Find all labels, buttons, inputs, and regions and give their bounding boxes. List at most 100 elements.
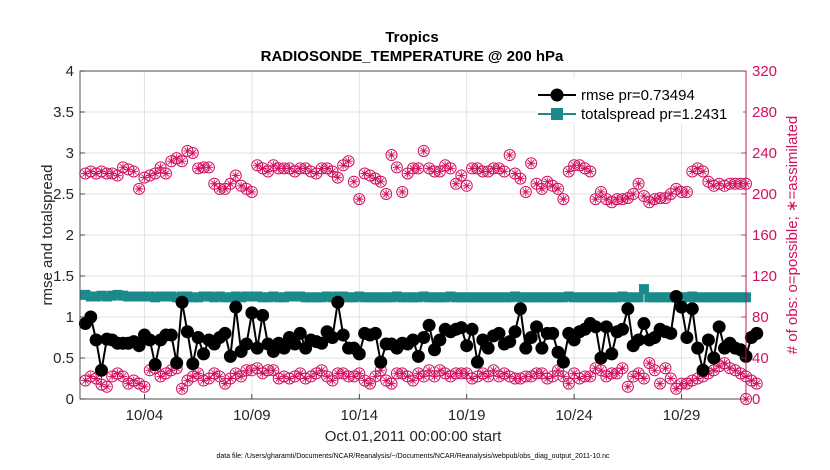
- rmse-point: [331, 295, 345, 309]
- rmse-point: [519, 341, 533, 355]
- obs-marker-asterisk: [269, 161, 278, 170]
- rmse-point: [411, 349, 425, 363]
- obs-marker-circle: [347, 175, 360, 188]
- y-tick-label-right: 280: [752, 104, 777, 121]
- totalspread-point: [692, 292, 703, 303]
- obs-marker-asterisk: [634, 369, 643, 378]
- rmse-point: [352, 347, 366, 361]
- totalspread-point: [558, 292, 569, 303]
- chart-title: Tropics: [385, 29, 438, 46]
- rmse-point: [427, 343, 441, 357]
- obs-marker-asterisk: [365, 171, 375, 180]
- totalspread-point: [246, 291, 257, 302]
- obs-marker-asterisk: [177, 157, 187, 166]
- obs-marker-asterisk: [193, 369, 203, 378]
- legend-rmse-label: rmse pr=0.73494: [581, 87, 695, 104]
- obs-marker-asterisk: [398, 369, 407, 378]
- totalspread-point: [289, 291, 300, 302]
- obs-marker-asterisk: [376, 177, 385, 186]
- obs-marker-asterisk: [559, 372, 568, 381]
- obs-marker-asterisk: [360, 376, 369, 385]
- obs-marker-asterisk: [312, 169, 321, 178]
- obs-marker-asterisk: [338, 161, 348, 170]
- totalspread-point: [698, 292, 709, 303]
- rmse-point: [417, 331, 431, 344]
- legend-spread-marker: [551, 108, 563, 120]
- y-tick-label: 4: [66, 63, 74, 80]
- totalspread-point: [445, 291, 456, 302]
- obs-marker-asterisk: [671, 184, 681, 194]
- totalspread-point: [370, 292, 381, 303]
- obs-marker-asterisk: [419, 372, 428, 381]
- obs-marker-circle: [444, 162, 457, 175]
- obs-marker-asterisk: [242, 184, 251, 194]
- obs-marker-asterisk: [220, 184, 230, 194]
- obs-marker-asterisk: [526, 159, 536, 168]
- rmse-point: [164, 328, 178, 342]
- obs-marker-asterisk: [671, 384, 681, 393]
- obs-marker-circle: [616, 362, 629, 375]
- obs-marker-circle: [111, 169, 124, 182]
- footer-data-file: data file: /Users/gharamti/Documents/NCA…: [216, 453, 610, 460]
- totalspread-point: [520, 292, 531, 303]
- obs-marker-circle: [342, 155, 355, 168]
- obs-marker-circle: [637, 372, 650, 385]
- obs-marker-asterisk: [263, 167, 273, 176]
- totalspread-point: [547, 292, 558, 303]
- totalspread-point: [638, 284, 649, 295]
- obs-marker-asterisk: [629, 372, 638, 381]
- obs-marker-asterisk: [516, 174, 525, 183]
- obs-marker-asterisk: [290, 372, 300, 381]
- totalspread-point: [166, 291, 177, 302]
- obs-marker-circle: [380, 188, 393, 200]
- obs-marker-asterisk: [704, 177, 713, 186]
- obs-marker-circle: [159, 167, 172, 180]
- obs-marker-circle: [525, 157, 538, 170]
- obs-marker-asterisk: [698, 167, 708, 176]
- obs-marker-asterisk: [220, 379, 230, 388]
- obs-marker-asterisk: [253, 364, 262, 373]
- y-tick-label: 0.5: [53, 350, 74, 367]
- obs-marker-asterisk: [167, 157, 176, 166]
- obs-marker-asterisk: [113, 369, 122, 378]
- rmse-point: [288, 337, 302, 351]
- obs-marker-asterisk: [349, 372, 359, 381]
- obs-marker-circle: [697, 165, 710, 178]
- obs-marker-asterisk: [494, 372, 504, 381]
- rmse-point: [513, 302, 527, 316]
- obs-marker-asterisk: [661, 364, 670, 373]
- obs-marker-asterisk: [435, 366, 445, 375]
- totalspread-point: [408, 292, 418, 303]
- obs-marker-asterisk: [602, 372, 611, 381]
- obs-marker-asterisk: [371, 372, 380, 381]
- legend-box: [535, 78, 743, 124]
- obs-marker-asterisk: [478, 369, 488, 378]
- obs-marker-asterisk: [580, 164, 590, 173]
- totalspread-point: [391, 291, 402, 302]
- obs-marker-asterisk: [532, 179, 541, 188]
- totalspread-point: [209, 292, 220, 303]
- totalspread-point: [236, 292, 247, 303]
- obs-marker-asterisk: [569, 369, 579, 378]
- obs-marker-asterisk: [355, 194, 364, 204]
- totalspread-point: [483, 292, 494, 303]
- obs-marker-asterisk: [156, 163, 165, 172]
- rmse-point: [223, 349, 237, 363]
- totalspread-point: [622, 292, 633, 303]
- obs-marker-asterisk: [446, 164, 455, 173]
- obs-marker-asterisk: [714, 362, 724, 371]
- obs-marker-asterisk: [247, 187, 257, 197]
- obs-marker-circle: [229, 169, 242, 182]
- obs-marker-asterisk: [365, 379, 375, 388]
- obs-marker-asterisk: [462, 369, 471, 378]
- totalspread-point: [719, 292, 730, 303]
- totalspread-point: [493, 292, 504, 303]
- totalspread-point: [214, 291, 225, 302]
- obs-marker-asterisk: [596, 187, 606, 197]
- totalspread-point: [182, 291, 193, 302]
- rmse-point: [685, 302, 699, 316]
- obs-marker-asterisk: [398, 187, 407, 197]
- obs-marker-circle: [374, 175, 387, 188]
- obs-marker-asterisk: [161, 369, 171, 378]
- rmse-point: [599, 320, 613, 334]
